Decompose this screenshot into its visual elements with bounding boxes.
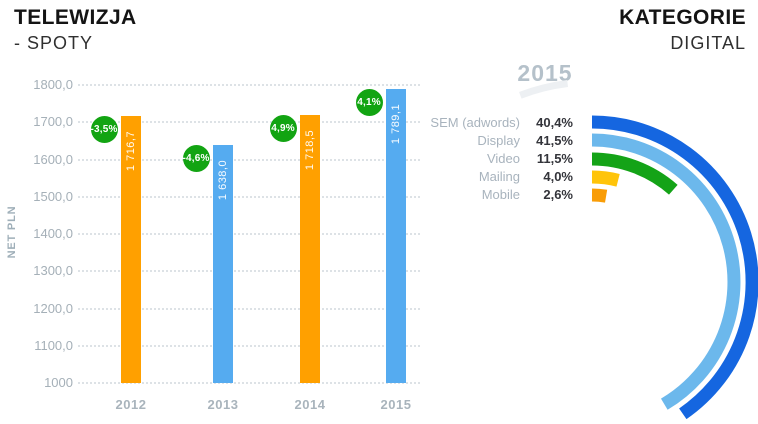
gridline [78,270,420,273]
tv-header: TELEWIZJA - SPOTY [14,6,137,54]
bar-2015: 1 789,1 [386,89,406,383]
gridline [78,84,420,86]
radial-legend: SEM (adwords) 40,4% Display 41,5% Video 11,5%… [400,113,575,203]
tv-spots-bar-chart: NET PLN 1800,0 1700,0 1600,0 1500,0 1400,0 13… [6,77,420,412]
digital-title: KATEGORIE [619,6,746,29]
gridline [78,233,420,235]
legend-value: 4,0% [543,168,573,184]
radial-chart-year-title: 2015 [517,60,573,86]
digital-subtitle: DIGITAL [670,33,746,53]
bar-2014: 1 718,5 [300,115,320,383]
legend-row: Mobile 2,6% [400,185,575,203]
legend-label: Video [486,150,520,166]
x-axis-tick-2012: 2012 [115,397,147,412]
y-axis-tick: 1300,0 [33,263,73,279]
change-badge-2015: 4,1% [355,88,383,116]
legend-row: Mailing 4,0% [400,167,575,185]
y-axis-tick: 1100,0 [34,337,73,353]
change-badge-2013: -4,6% [182,144,210,172]
gridline [78,158,420,161]
legend-value: 2,6% [543,186,573,202]
digital-header: KATEGORIE DIGITAL [619,6,746,54]
legend-value: 11,5% [536,150,573,166]
gridline [78,344,420,347]
bar-value-label: 1 638,0 [217,160,230,201]
y-axis-tick: 1800,0 [33,77,73,92]
legend-label: Display [477,132,520,148]
legend-value: 41,5% [536,132,573,148]
gridline [78,382,420,384]
gridline [78,195,420,198]
bar-value-label: 1 718,5 [304,130,317,171]
bar-value-wrap: 1 638,0 [213,147,233,213]
tv-subtitle: - SPOTY [14,33,94,53]
bar-2013: 1 638,0 [213,145,233,383]
y-axis-tick: 1700,0 [33,114,73,130]
gridline [78,307,420,310]
tv-title: TELEWIZJA [14,6,137,29]
x-axis-tick-2014: 2014 [294,397,326,412]
bar-value-label: 1 716,7 [125,130,138,172]
legend-row: Display 41,5% [400,131,575,149]
y-axis-tick: 1600,0 [33,151,73,167]
y-axis-tick: 1200,0 [33,300,73,316]
change-badge-2012: -3,5% [90,115,118,143]
y-axis-tick: 1500,0 [33,188,73,204]
digital-categories-radial-chart: 2015 SEM (adwords) 40,4% Display 41,5% Video… [400,0,758,424]
legend-label: Mailing [478,168,520,184]
bar-value-wrap: 1 718,5 [300,117,320,183]
x-axis-tick-2015: 2015 [380,397,412,412]
legend-label: Mobile [481,186,520,202]
bar-2012: 1 716,7 [121,116,141,383]
legend-value: 40,4% [536,114,573,130]
legend-row: Video 11,5% [400,149,575,167]
bar-value-wrap: 1 716,7 [121,118,141,184]
legend-row: SEM (adwords) 40,4% [400,113,575,131]
y-axis-tick: 1400,0 [33,226,73,241]
gridline [78,121,420,124]
x-axis-tick-2013: 2013 [207,397,239,412]
y-axis-tick: 1000 [44,375,73,390]
legend-label: SEM (adwords) [430,114,520,130]
change-badge-2014: 4,9% [269,114,297,142]
